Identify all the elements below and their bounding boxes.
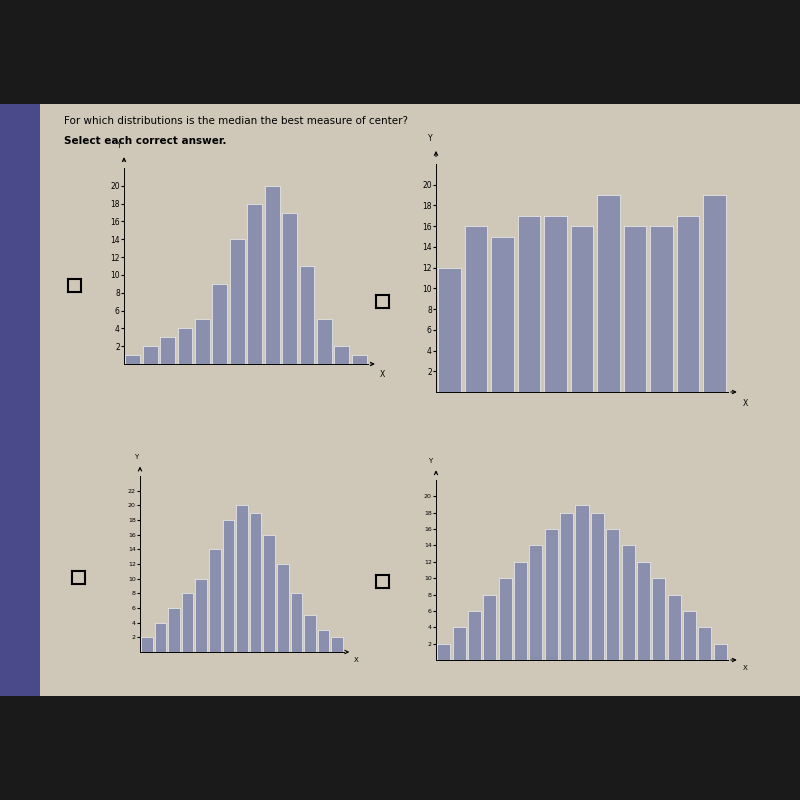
Bar (247, 204, 262, 364)
Bar (334, 346, 350, 364)
Text: Y: Y (428, 134, 433, 143)
Bar (318, 630, 330, 652)
Text: X: X (742, 666, 747, 671)
Bar (265, 186, 279, 364)
Bar (304, 615, 316, 652)
Bar (236, 506, 248, 652)
Bar (465, 226, 487, 392)
Text: Y: Y (428, 458, 432, 464)
Bar (483, 594, 496, 660)
Bar (545, 529, 558, 660)
Bar (299, 266, 314, 364)
Bar (263, 534, 275, 652)
Bar (668, 594, 681, 660)
Bar (683, 611, 696, 660)
Text: Y: Y (134, 454, 138, 460)
Text: X: X (354, 658, 359, 663)
Bar (598, 195, 620, 392)
Bar (317, 319, 332, 364)
Bar (530, 546, 542, 660)
Bar (195, 578, 207, 652)
Bar (209, 550, 221, 652)
Bar (160, 338, 175, 364)
Bar (142, 346, 158, 364)
Bar (178, 328, 193, 364)
Bar (250, 513, 262, 652)
Bar (650, 226, 673, 392)
Text: X: X (380, 370, 386, 379)
Bar (277, 564, 289, 652)
Bar (544, 216, 566, 392)
Bar (606, 529, 619, 660)
Bar (622, 546, 634, 660)
Bar (438, 268, 461, 392)
Bar (498, 578, 512, 660)
Bar (230, 239, 245, 364)
Bar (698, 627, 711, 660)
Bar (703, 195, 726, 392)
Bar (352, 355, 366, 364)
Bar (714, 644, 727, 660)
Bar (213, 284, 227, 364)
Text: X: X (742, 399, 748, 408)
Bar (575, 505, 589, 660)
Bar (222, 520, 234, 652)
Bar (168, 608, 180, 652)
Bar (518, 216, 540, 392)
Bar (154, 622, 166, 652)
Bar (560, 513, 573, 660)
Text: For which distributions is the median the best measure of center?: For which distributions is the median th… (64, 116, 408, 126)
Text: Select each correct answer.: Select each correct answer. (64, 136, 226, 146)
Bar (514, 562, 527, 660)
Bar (677, 216, 699, 392)
Bar (652, 578, 666, 660)
Bar (624, 226, 646, 392)
Bar (437, 644, 450, 660)
Bar (282, 213, 297, 364)
Bar (182, 594, 194, 652)
Text: Y: Y (117, 142, 122, 150)
Bar (637, 562, 650, 660)
Bar (290, 594, 302, 652)
Bar (468, 611, 481, 660)
Bar (195, 319, 210, 364)
Bar (591, 513, 604, 660)
Bar (491, 237, 514, 392)
Bar (453, 627, 466, 660)
Bar (331, 638, 343, 652)
Bar (570, 226, 594, 392)
Bar (126, 355, 140, 364)
Bar (141, 638, 153, 652)
